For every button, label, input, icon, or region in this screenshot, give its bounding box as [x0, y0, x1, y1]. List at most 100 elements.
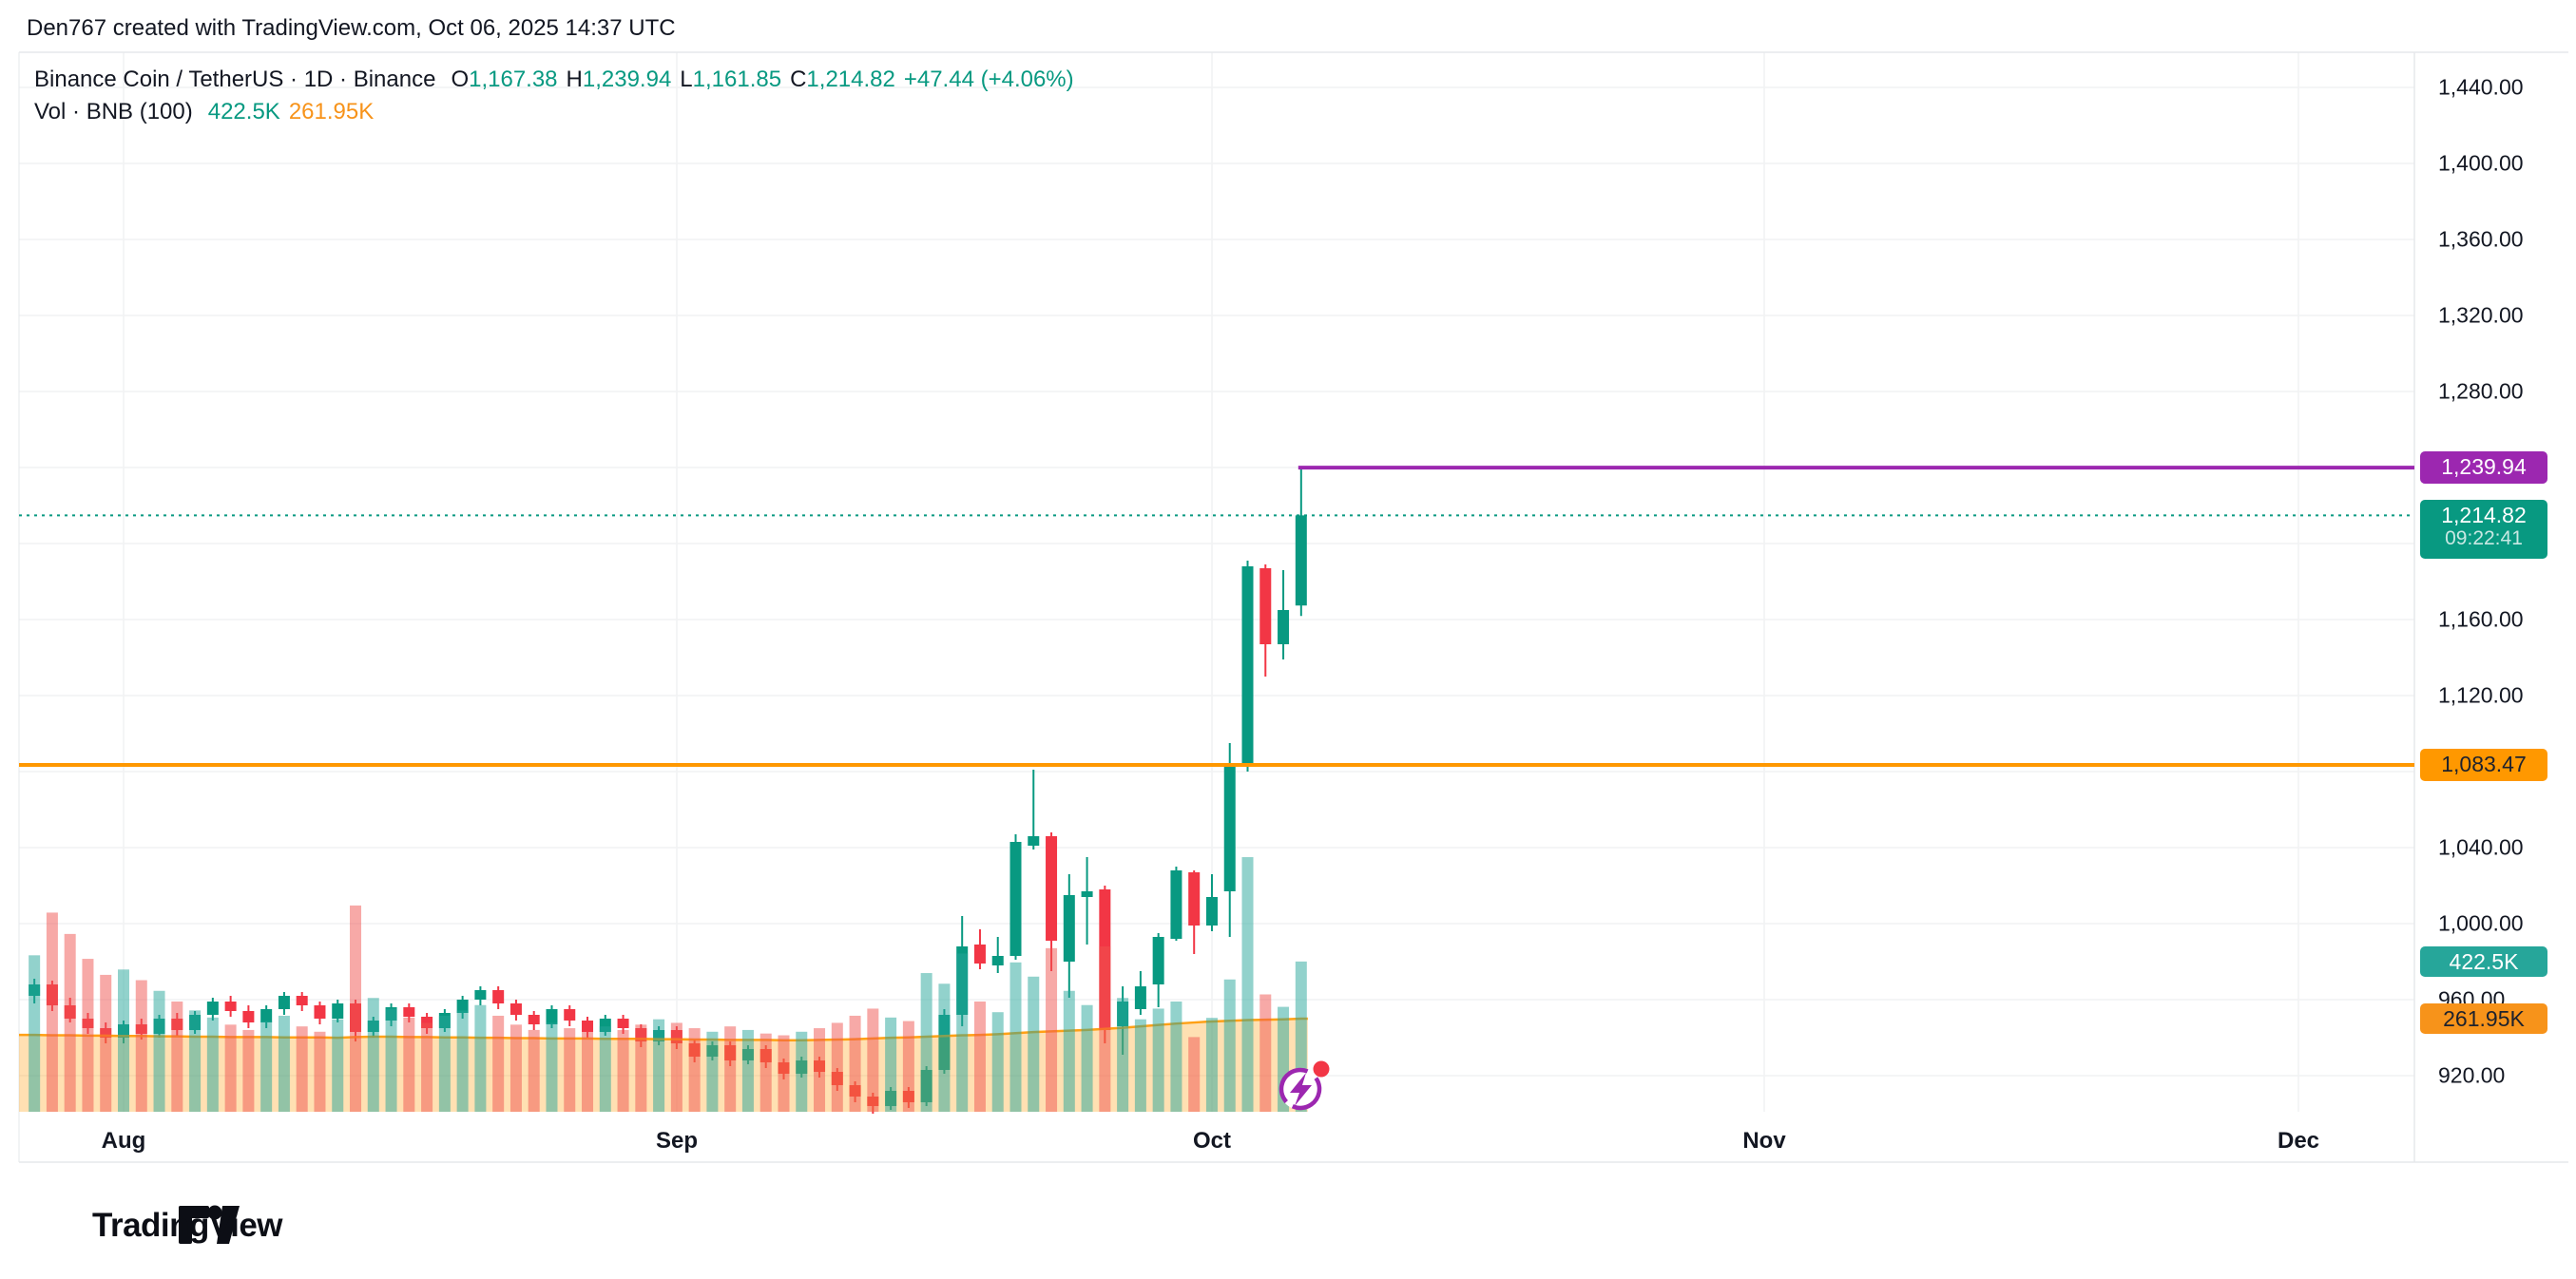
bar-countdown: 09:22:41	[2445, 527, 2523, 550]
legend-volume-row[interactable]: Vol · BNB (100) 422.5K 261.95K	[34, 99, 374, 125]
candle-body[interactable]	[492, 990, 505, 1003]
candle-body[interactable]	[1081, 891, 1093, 897]
volume-bar	[1063, 990, 1075, 1112]
price-tick-label: 1,000.00	[2438, 910, 2524, 936]
candle-body[interactable]	[242, 1011, 255, 1022]
candle-body[interactable]	[564, 1009, 576, 1021]
candle-body[interactable]	[546, 1009, 558, 1024]
candle-body[interactable]	[1028, 836, 1040, 846]
candle-body[interactable]	[973, 945, 986, 964]
notification-dot	[1313, 1060, 1330, 1078]
candle-body[interactable]	[296, 996, 308, 1005]
boost-lightning-icon[interactable]	[1274, 1062, 1327, 1116]
volume-bar	[849, 1015, 861, 1112]
candle-body[interactable]	[1134, 986, 1146, 1009]
volume-bar	[885, 1017, 897, 1112]
watermark-title: Den767 created with TradingView.com, Oct…	[27, 15, 676, 41]
volume-bar	[29, 955, 41, 1112]
volume-bar	[1170, 1001, 1182, 1112]
candle-body[interactable]	[1009, 842, 1022, 956]
candle-body[interactable]	[1241, 566, 1254, 766]
volume-bar	[617, 1029, 629, 1112]
volume-bar	[224, 1024, 237, 1112]
volume-bar	[582, 1031, 594, 1112]
volume-value-tag: 422.5K	[2420, 945, 2547, 977]
tradingview-logo-text[interactable]: TradingView	[92, 1207, 283, 1244]
tradingview-logo-icon[interactable]	[22, 1199, 421, 1256]
volume-bar	[1046, 947, 1058, 1112]
ohlc-close-label: C	[790, 67, 807, 92]
volume-bar	[724, 1026, 737, 1112]
candle-body[interactable]	[206, 1002, 219, 1015]
price-tick-label: 1,360.00	[2438, 226, 2524, 252]
volume-bar	[118, 969, 129, 1112]
volume-bar	[189, 1010, 202, 1112]
volume-bar	[759, 1033, 772, 1112]
volume-bar	[403, 1017, 415, 1112]
volume-bar	[385, 1008, 397, 1112]
volume-ma-value-text: 261.95K	[2443, 1005, 2525, 1031]
candle-body[interactable]	[332, 1003, 344, 1019]
volume-bar	[509, 1024, 522, 1112]
candle-body[interactable]	[1063, 895, 1075, 962]
candle-body[interactable]	[991, 956, 1004, 965]
price-tick-label: 1,280.00	[2438, 378, 2524, 404]
candle-body[interactable]	[1205, 897, 1218, 926]
volume-bar	[688, 1028, 701, 1112]
candle-body[interactable]	[1046, 836, 1058, 941]
purple-line-price-tag: 1,239.94	[2420, 451, 2547, 485]
volume-bar	[100, 974, 112, 1112]
volume-bar	[1009, 962, 1022, 1112]
volume-bar	[1152, 1008, 1164, 1112]
candle-body[interactable]	[1188, 872, 1201, 926]
candle-body[interactable]	[403, 1007, 415, 1017]
candle-body[interactable]	[1152, 937, 1164, 984]
volume-bar	[206, 1017, 219, 1112]
candle-body[interactable]	[1278, 610, 1290, 644]
volume-bar	[741, 1029, 754, 1112]
candle-body[interactable]	[1223, 765, 1236, 891]
candle-body[interactable]	[1259, 568, 1272, 644]
ohlc-high-value: 1,239.94	[582, 67, 672, 92]
volume-bar	[350, 905, 362, 1112]
volume-bar	[1188, 1037, 1201, 1112]
candle-body[interactable]	[1170, 870, 1182, 939]
ohlc-low-value: 1,161.85	[692, 67, 782, 92]
volume-bar	[82, 959, 94, 1112]
volume-bar	[670, 1022, 682, 1112]
volume-bar	[1099, 945, 1111, 1112]
volume-bar	[635, 1024, 647, 1112]
volume-ma-value-tag: 261.95K	[2420, 1002, 2547, 1034]
legend-symbol[interactable]: Binance Coin / TetherUS · 1D · Binance	[34, 67, 436, 92]
ohlc-close-value: 1,214.82	[806, 67, 895, 92]
current-price-text: 1,214.82	[2441, 503, 2527, 528]
orange-line-price-tag: 1,083.47	[2420, 749, 2547, 782]
volume-bar	[1241, 857, 1254, 1112]
ohlc-change: +47.44 (+4.06%)	[903, 67, 1074, 92]
price-tick-label: 1,400.00	[2438, 150, 2524, 176]
candle-body[interactable]	[528, 1015, 540, 1024]
legend-symbol-row[interactable]: Binance Coin / TetherUS · 1D · Binance O1…	[34, 67, 1074, 93]
candle-body[interactable]	[314, 1005, 326, 1019]
candle-body[interactable]	[1295, 515, 1307, 606]
volume-indicator-label[interactable]: Vol · BNB (100)	[34, 99, 193, 124]
candle-body[interactable]	[456, 1000, 469, 1013]
candle-body[interactable]	[617, 1019, 629, 1028]
candle-body[interactable]	[474, 990, 487, 1000]
volume-bar	[814, 1028, 826, 1112]
volume-bar	[1117, 998, 1129, 1112]
candle-body[interactable]	[278, 996, 290, 1009]
volume-bar	[778, 1035, 790, 1112]
volume-bar	[64, 933, 76, 1112]
candle-body[interactable]	[509, 1003, 522, 1015]
candle-body[interactable]	[224, 1002, 237, 1011]
candle-body[interactable]	[582, 1021, 594, 1032]
volume-bar	[492, 1015, 505, 1112]
volume-bar	[1205, 1018, 1218, 1112]
purple-line-price-text: 1,239.94	[2441, 454, 2527, 480]
price-tick-label: 1,160.00	[2438, 606, 2524, 632]
candle-body[interactable]	[260, 1009, 273, 1022]
volume-bar	[546, 1022, 558, 1112]
volume-bar	[260, 1021, 273, 1112]
